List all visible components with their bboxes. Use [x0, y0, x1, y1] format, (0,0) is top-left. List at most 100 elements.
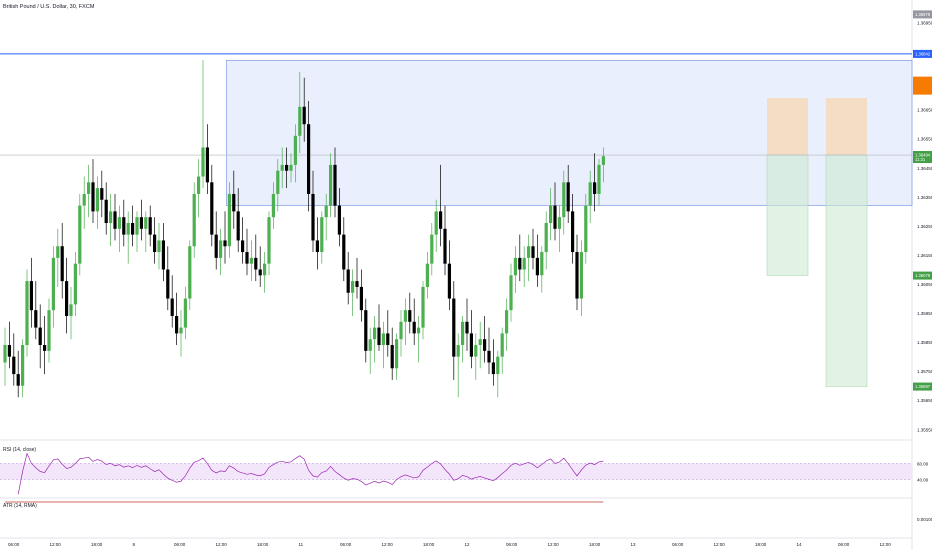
candle-body	[21, 345, 25, 386]
candle-body	[447, 263, 451, 299]
price-tick-label: 1.36250	[917, 224, 932, 229]
candle-body	[531, 246, 535, 258]
candle-body	[65, 281, 69, 316]
price-tick-label: 1.35650	[917, 398, 932, 403]
price-tick-label: 1.35950	[917, 311, 932, 316]
candle-body	[104, 199, 108, 223]
candle-body	[307, 124, 311, 194]
candle-body	[549, 205, 553, 223]
price-tick-label: 1.36550	[917, 137, 932, 142]
candle-body	[293, 135, 297, 165]
candle-body	[395, 339, 399, 369]
candle-body	[513, 257, 517, 276]
candle-body	[16, 374, 20, 386]
time-tick-label: 12:00	[216, 542, 228, 547]
candle-body	[483, 339, 487, 351]
time-tick-label: 12:00	[548, 542, 560, 547]
candle-body	[320, 217, 324, 253]
rsi-line	[17, 452, 604, 495]
candle-body	[465, 321, 469, 334]
candle-body	[535, 257, 539, 276]
candle-body	[69, 304, 73, 316]
price-tick-label: 1.36050	[917, 282, 932, 287]
candle-body	[597, 164, 601, 194]
candle-body	[421, 286, 425, 328]
stop-marker	[913, 76, 932, 95]
price-tick-label: 1.35850	[917, 340, 932, 345]
time-tick-label: 06:00	[506, 542, 518, 547]
candle-body	[258, 269, 262, 276]
take-profit-zone	[825, 154, 868, 387]
candle-body	[324, 205, 328, 218]
price-tick-label: 1.36150	[917, 253, 932, 258]
time-tick-label: 06:00	[8, 542, 20, 547]
candle-body	[87, 182, 91, 194]
candle-body	[25, 281, 29, 346]
candle-body	[289, 164, 293, 171]
price-marker-label: 1.36079	[915, 273, 931, 278]
candle-body	[249, 257, 253, 264]
candle-body	[153, 234, 157, 253]
candle-body	[566, 182, 570, 212]
candle-body	[91, 182, 95, 212]
time-tick-label: 14	[797, 542, 803, 547]
candle-body	[417, 327, 421, 334]
candle-body	[527, 246, 531, 258]
candle-body	[214, 234, 218, 258]
candle-body	[311, 193, 315, 241]
candle-body	[34, 310, 38, 328]
candle-body	[271, 193, 275, 218]
candle-body	[469, 333, 473, 357]
candle-body	[425, 263, 429, 287]
price-marker	[913, 271, 932, 280]
price-marker-label: 1.36978	[915, 12, 931, 17]
candle-body	[43, 345, 47, 351]
price-tick-label: 1.36450	[917, 166, 932, 171]
time-tick-label: 8	[133, 542, 136, 547]
candle-body	[161, 240, 165, 270]
candle-body	[7, 345, 11, 357]
candle-body	[197, 176, 201, 194]
candle-body	[359, 286, 363, 311]
candle-body	[342, 234, 346, 270]
candle-body	[144, 217, 148, 229]
price-tick-label: 1.35550	[917, 427, 932, 432]
price-marker	[913, 10, 932, 19]
candle-body	[474, 345, 478, 357]
time-tick-label: 18:00	[589, 542, 601, 547]
candle-body	[148, 217, 152, 235]
price-marker-label: 1.36842	[915, 51, 931, 56]
candle-body	[201, 147, 205, 177]
candle-body	[588, 182, 592, 206]
candle-body	[540, 252, 544, 276]
time-tick-label: 18:00	[755, 542, 767, 547]
atr-value-label: 0.00100	[917, 517, 932, 522]
candle-body	[351, 281, 355, 293]
candle-body	[557, 217, 561, 229]
candle-body	[60, 246, 64, 282]
candle-body	[430, 234, 434, 264]
candle-body	[109, 211, 113, 223]
candle-body	[575, 252, 579, 299]
candle-body	[487, 350, 491, 363]
candle-body	[227, 193, 231, 247]
candle-body	[346, 269, 350, 293]
candle-body	[478, 339, 482, 346]
candle-body	[544, 223, 548, 253]
candle-body	[443, 228, 447, 264]
candle-body	[100, 188, 104, 200]
candle-body	[579, 252, 583, 299]
candle-body	[131, 223, 135, 235]
candle-body	[210, 182, 214, 235]
candle-body	[386, 333, 390, 346]
candle-body	[377, 327, 381, 346]
candle-body	[82, 193, 86, 206]
candle-body	[188, 246, 192, 299]
candle-body	[223, 240, 227, 247]
candle-body	[117, 217, 121, 229]
candle-body	[337, 205, 341, 235]
candle-body	[522, 257, 526, 270]
candle-body	[157, 240, 161, 253]
candle-body	[399, 321, 403, 340]
